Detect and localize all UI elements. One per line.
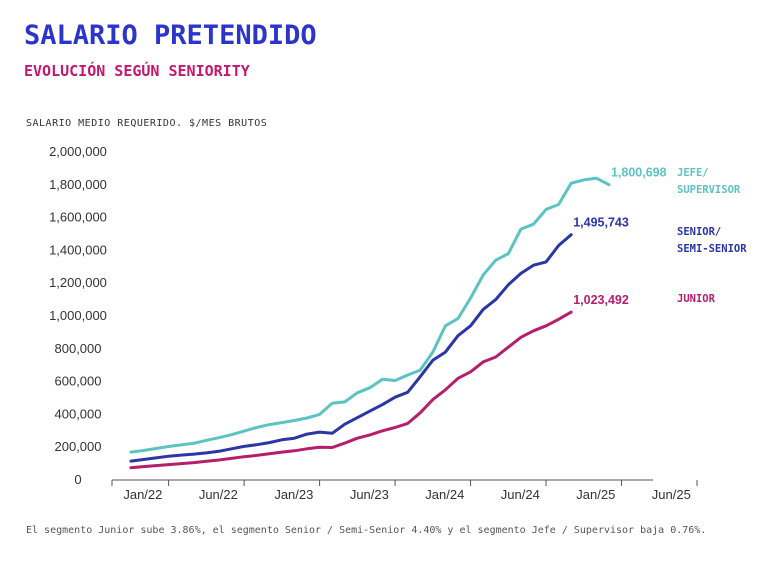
y-tick-label: 600,000 xyxy=(55,374,102,389)
legend-jefe-line1: JEFE/ xyxy=(677,167,709,179)
chart-title: SALARIO PRETENDIDO xyxy=(24,20,317,51)
legend-jefe: JEFE/ SUPERVISOR xyxy=(677,165,740,199)
x-tick-label: Jun/24 xyxy=(501,487,540,502)
legend-junior-line1: JUNIOR xyxy=(677,293,715,305)
y-tick-label: 0 xyxy=(74,472,81,487)
legend-senior-line2: SEMI-SENIOR xyxy=(677,243,747,255)
chart-subtitle: EVOLUCIÓN SEGÚN SENIORITY xyxy=(24,62,250,80)
x-tick-label: Jan/24 xyxy=(425,487,464,502)
x-tick-label: Jun/23 xyxy=(350,487,389,502)
x-tick-label: Jan/23 xyxy=(274,487,313,502)
legend-junior: JUNIOR xyxy=(677,291,715,308)
series-end-label: 1,023,492 xyxy=(573,293,629,307)
y-tick-label: 1,200,000 xyxy=(49,275,107,290)
legend-senior-line1: SENIOR/ xyxy=(677,226,722,238)
series-line-senior-semi-senior xyxy=(129,233,573,463)
y-axis-label: SALARIO MEDIO REQUERIDO. $/MES BRUTOS xyxy=(26,118,268,129)
y-tick-label: 400,000 xyxy=(55,406,102,421)
y-tick-label: 2,000,000 xyxy=(49,144,107,159)
x-tick-label: Jun/25 xyxy=(652,487,691,502)
legend-senior: SENIOR/ SEMI-SENIOR xyxy=(677,224,747,258)
series-line-jefe-supervisor xyxy=(129,176,611,454)
series-end-label: 1,800,698 xyxy=(611,166,667,180)
y-tick-label: 800,000 xyxy=(55,341,102,356)
legend-jefe-line2: SUPERVISOR xyxy=(677,184,741,196)
series-end-label: 1,495,743 xyxy=(573,216,629,230)
y-tick-label: 1,400,000 xyxy=(49,242,107,257)
y-tick-label: 1,800,000 xyxy=(49,177,107,192)
y-tick-label: 200,000 xyxy=(55,439,102,454)
x-tick-label: Jan/25 xyxy=(576,487,615,502)
footnote: El segmento Junior sube 3.86%, el segmen… xyxy=(26,525,707,536)
y-tick-label: 1,000,000 xyxy=(49,308,107,323)
x-tick-label: Jun/22 xyxy=(199,487,238,502)
x-tick-label: Jan/22 xyxy=(123,487,162,502)
y-tick-label: 1,600,000 xyxy=(49,210,107,225)
series-line-junior xyxy=(129,310,573,470)
